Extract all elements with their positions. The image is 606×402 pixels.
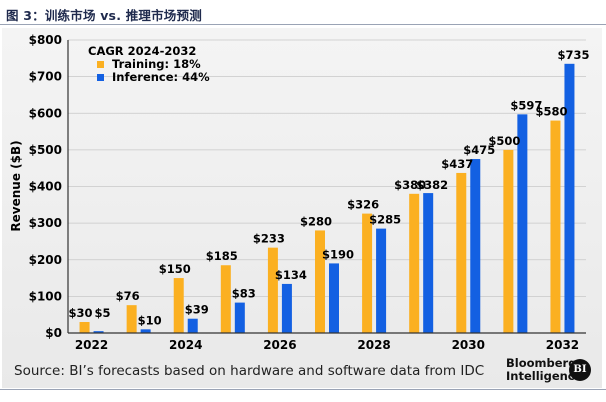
y-tick-labels: $0 $100 $200 $300 $400 $500 $600 $700 $800 [29,33,62,340]
bar-training [315,230,325,333]
axes [67,40,586,334]
bar-inference [281,283,292,333]
data-label-training: $233 [253,232,285,246]
bar-inference [234,302,245,333]
legend-swatch-training [97,61,104,68]
x-tick-label: 2022 [75,338,108,352]
y-tick-label: $500 [29,143,62,157]
data-label-inference: $39 [185,303,209,317]
bar-inference [93,331,104,333]
y-axis-label: Revenue ($B) [9,140,23,231]
grid-lines [68,39,586,297]
figure-title: 图 3：训练市场 vs. 推理市场预测 [6,8,202,23]
bar-training [79,322,90,333]
data-label-inference: $382 [416,178,448,192]
x-tick-label: 2030 [452,338,485,352]
data-label-inference: $5 [95,306,111,320]
bars [79,63,575,334]
data-label-training: $500 [488,134,520,148]
logo-line-2: Intelligence [506,369,583,383]
data-label-inference: $134 [275,268,307,282]
bar-training [503,149,514,333]
bar-inference [140,329,151,333]
x-tick-label: 2028 [357,338,390,352]
x-tick-label: 2032 [546,338,579,352]
y-tick-label: $700 [29,70,62,84]
logo-line-1: Bloomberg [506,356,577,370]
bar-inference [329,263,339,333]
bar-inference [187,318,198,333]
source-note: Source: BI’s forecasts based on hardware… [14,363,485,379]
data-labels: $30 $5 $76 $10 $150 $39 $185 $83 $233 $134 $280 $19… [69,48,590,328]
data-label-inference: $285 [369,213,401,227]
data-label-training: $580 [535,105,567,119]
y-tick-label: $800 [29,33,62,47]
y-tick-label: $0 [45,326,62,340]
data-label-inference: $190 [322,247,354,261]
data-label-inference: $475 [463,143,495,157]
x-tick-label: 2026 [263,338,296,352]
bar-training [173,278,184,333]
data-label-training: $185 [206,249,238,263]
legend-label-inference: Inference: 44% [112,70,210,84]
data-label-training: $280 [300,214,332,228]
bi-logo-icon: BI [569,359,591,381]
title-divider [0,24,606,25]
bar-training [550,120,561,333]
y-tick-label: $600 [29,106,62,120]
bar-inference [376,228,387,333]
data-label-inference: $83 [232,287,256,301]
bar-training [220,265,231,333]
data-label-training: $150 [159,262,191,276]
legend-label-training: Training: 18% [112,57,201,71]
data-label-inference: $597 [510,98,542,112]
y-tick-label: $300 [29,216,62,230]
data-label-training: $326 [347,198,379,212]
bloomberg-intelligence-logo: Bloomberg Intelligence [506,357,582,383]
bar-training [409,193,420,333]
x-tick-labels: 2022 2024 2026 2028 2030 2032 [75,338,579,352]
legend-swatch-inference [97,74,104,81]
data-label-inference: $735 [557,48,589,62]
bar-inference [423,193,434,333]
data-label-training: $437 [441,157,473,171]
bar-training [126,305,137,333]
y-tick-label: $200 [29,253,62,267]
legend: CAGR 2024-2032 Training: 18% Inference: … [88,44,210,84]
data-label-inference: $10 [138,313,162,327]
legend-title: CAGR 2024-2032 [88,44,196,58]
bar-training [362,213,373,333]
x-tick-label: 2024 [169,338,202,352]
bar-inference [470,159,481,333]
data-label-training: $380 [394,178,426,192]
bar-inference [564,63,575,334]
data-label-training: $76 [116,289,140,303]
bottom-divider [0,389,606,390]
chart-panel [2,28,602,388]
bar-training [456,172,467,333]
data-label-training: $30 [69,306,93,320]
y-tick-label: $400 [29,180,62,194]
y-tick-label: $100 [29,289,62,303]
bar-inference [517,114,528,333]
bar-training [267,247,278,333]
